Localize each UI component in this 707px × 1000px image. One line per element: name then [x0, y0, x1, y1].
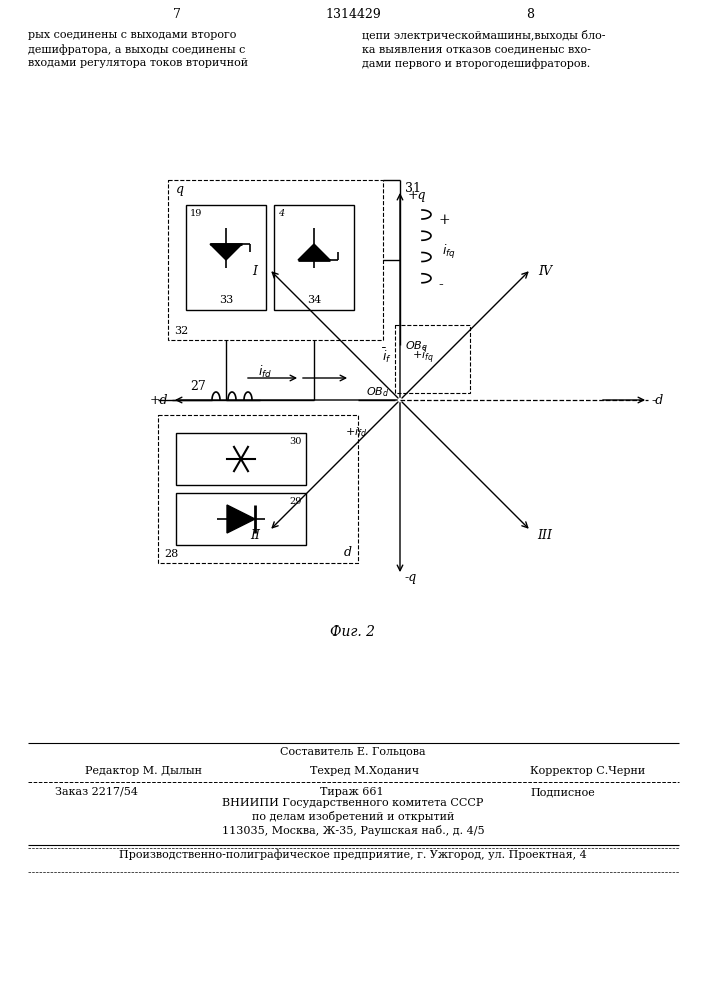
Text: I: I: [252, 265, 257, 278]
Text: Редактор М. Дылын: Редактор М. Дылын: [85, 766, 202, 776]
Text: II: II: [250, 529, 260, 542]
Text: +: +: [438, 213, 450, 227]
Text: Составитель Е. Гольцова: Составитель Е. Гольцова: [280, 746, 426, 756]
Text: 4: 4: [278, 209, 284, 218]
Bar: [176, 433, 306, 485]
Text: $OB_d$: $OB_d$: [366, 385, 390, 399]
Bar: [168, 180, 383, 340]
Text: 33: 33: [219, 295, 233, 305]
Bar: [186, 205, 266, 310]
Text: Производственно-полиграфическое предприятие, г. Ужгород, ул. Проектная, 4: Производственно-полиграфическое предприя…: [119, 850, 587, 860]
Text: $i_{fd}$: $i_{fd}$: [258, 364, 272, 380]
Text: $+i_{fd}$: $+i_{fd}$: [345, 425, 367, 439]
Text: 31: 31: [405, 182, 421, 194]
Text: Техред М.Ходанич: Техред М.Ходанич: [310, 766, 419, 776]
Text: 1314429: 1314429: [325, 7, 381, 20]
Bar: [395, 325, 470, 393]
Polygon shape: [298, 244, 330, 260]
Polygon shape: [210, 244, 242, 260]
Text: входами регулятора токов вторичной: входами регулятора токов вторичной: [28, 58, 248, 68]
Text: -q: -q: [405, 572, 417, 584]
Text: d: d: [344, 546, 352, 559]
Text: ка выявления отказов соединеныс вхо-: ка выявления отказов соединеныс вхо-: [362, 44, 591, 54]
Polygon shape: [227, 505, 255, 533]
Text: $+\bar{i}_{fq}$: $+\bar{i}_{fq}$: [412, 347, 434, 365]
Text: Корректор С.Черни: Корректор С.Черни: [530, 766, 645, 776]
Text: III: III: [537, 529, 552, 542]
Text: +d: +d: [149, 393, 168, 406]
Text: 29: 29: [290, 497, 302, 506]
Text: IV: IV: [538, 265, 552, 278]
Text: 8: 8: [526, 7, 534, 20]
Text: 28: 28: [164, 549, 178, 559]
Text: $OB_q$: $OB_q$: [405, 340, 428, 356]
Text: по делам изобретений и открытий: по делам изобретений и открытий: [252, 812, 454, 822]
Text: Фиг. 2: Фиг. 2: [330, 625, 375, 639]
Text: 19: 19: [190, 209, 202, 218]
Text: дами первого и второгодешифраторов.: дами первого и второгодешифраторов.: [362, 58, 590, 69]
Text: 32: 32: [174, 326, 188, 336]
Text: Подписное: Подписное: [530, 787, 595, 797]
Text: +q: +q: [408, 188, 426, 202]
Text: дешифратора, а выходы соединены с: дешифратора, а выходы соединены с: [28, 44, 245, 55]
Text: Заказ 2217/54: Заказ 2217/54: [55, 787, 138, 797]
Text: рых соединены с выходами второго: рых соединены с выходами второго: [28, 30, 236, 40]
Text: Тираж 661: Тираж 661: [320, 787, 384, 797]
Bar: [274, 205, 354, 310]
Text: $i_{fq}$: $i_{fq}$: [442, 243, 456, 261]
Text: цепи электрическоймашины,выходы бло-: цепи электрическоймашины,выходы бло-: [362, 30, 605, 41]
Text: 113035, Москва, Ж-35, Раушская наб., д. 4/5: 113035, Москва, Ж-35, Раушская наб., д. …: [222, 826, 484, 836]
Text: 34: 34: [307, 295, 321, 305]
Text: $\bar{i}_f$: $\bar{i}_f$: [382, 347, 392, 365]
Text: q: q: [176, 184, 184, 196]
Text: ВНИИПИ Государственного комитета СССР: ВНИИПИ Государственного комитета СССР: [222, 798, 484, 808]
Text: 30: 30: [290, 437, 302, 446]
Text: 7: 7: [173, 7, 181, 20]
Text: 27: 27: [190, 379, 206, 392]
Text: -d: -d: [652, 393, 665, 406]
Text: -: -: [438, 278, 443, 292]
Bar: [176, 493, 306, 545]
Bar: [158, 415, 358, 563]
